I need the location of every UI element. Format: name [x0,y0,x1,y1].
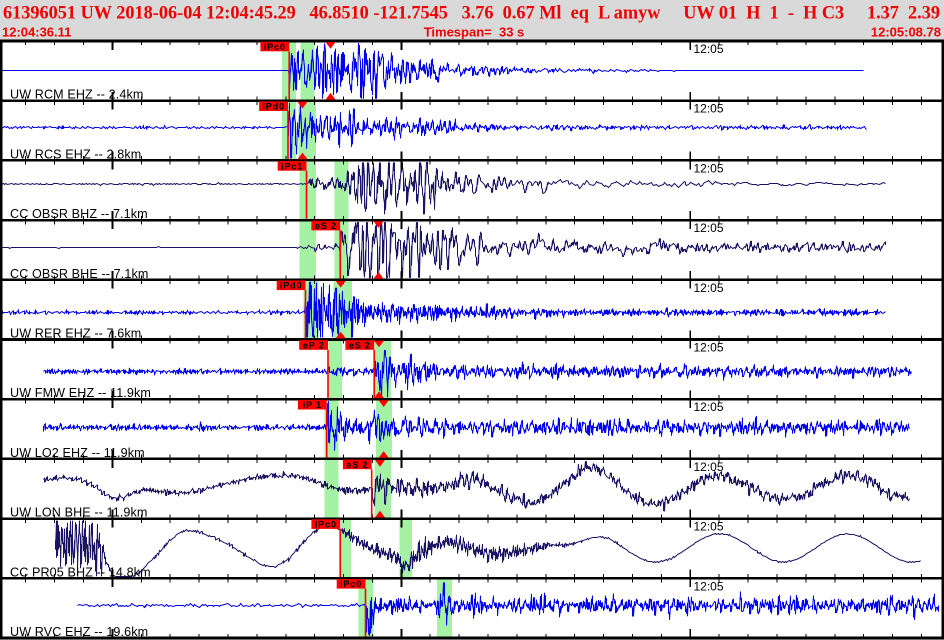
svg-text:eS 2: eS 2 [346,460,368,470]
svg-text:12:05: 12:05 [694,400,724,414]
svg-text:UW LON BHE -- 11.9km: UW LON BHE -- 11.9km [10,506,148,520]
svg-text:iPd0: iPd0 [280,281,302,291]
svg-text:eP 2: eP 2 [303,340,325,350]
svg-text:12:05:08.78: 12:05:08.78 [871,25,941,40]
svg-text:12:04:36.11: 12:04:36.11 [2,25,71,40]
svg-text:UW FMW EHZ -- 11.9km: UW FMW EHZ -- 11.9km [10,386,151,400]
svg-text:UW LO2 EHZ -- 11.9km: UW LO2 EHZ -- 11.9km [10,446,145,460]
svg-text:CC OBSR BHE -- 7.1km: CC OBSR BHE -- 7.1km [10,267,148,281]
svg-text:61396051 UW 2018-06-04 12:04:4: 61396051 UW 2018-06-04 12:04:45.29 46.85… [3,3,940,24]
svg-text:12:05: 12:05 [694,281,724,295]
svg-text:12:05: 12:05 [694,341,724,355]
svg-text:12:05: 12:05 [694,579,724,593]
svg-text:UW RER EHZ -- 7.6km: UW RER EHZ -- 7.6km [10,327,141,341]
svg-text:12:05: 12:05 [694,102,724,116]
svg-text:UW RCM EHZ -- 2.4km: UW RCM EHZ -- 2.4km [10,88,143,102]
svg-text:iPc0: iPc0 [264,42,286,52]
svg-text:iPc0: iPc0 [340,579,362,589]
svg-text:eS 2: eS 2 [349,340,371,350]
svg-text:CC PR05 BHZ -- 14.8km: CC PR05 BHZ -- 14.8km [10,565,151,579]
svg-text:12:05: 12:05 [694,161,724,175]
svg-text:UW RCS EHZ -- 2.8km: UW RCS EHZ -- 2.8km [10,147,141,161]
svg-text:CC OBSR BHZ -- 7.1km: CC OBSR BHZ -- 7.1km [10,207,148,221]
svg-text:12:05: 12:05 [694,221,724,235]
svg-text:iPc0: iPc0 [315,520,337,530]
svg-text:iP 1: iP 1 [303,400,322,410]
svg-text:12:05: 12:05 [694,42,724,56]
svg-text:UW RVC EHZ -- 19.6km: UW RVC EHZ -- 19.6km [10,625,148,639]
svg-text:iPd0: iPd0 [262,102,284,112]
svg-text:12:05: 12:05 [694,520,724,534]
svg-text:Timespan= 33 s: Timespan= 33 s [424,25,525,40]
svg-text:iPc1: iPc1 [281,161,303,171]
svg-text:12:05: 12:05 [694,460,724,474]
svg-text:eS 2: eS 2 [315,221,337,231]
